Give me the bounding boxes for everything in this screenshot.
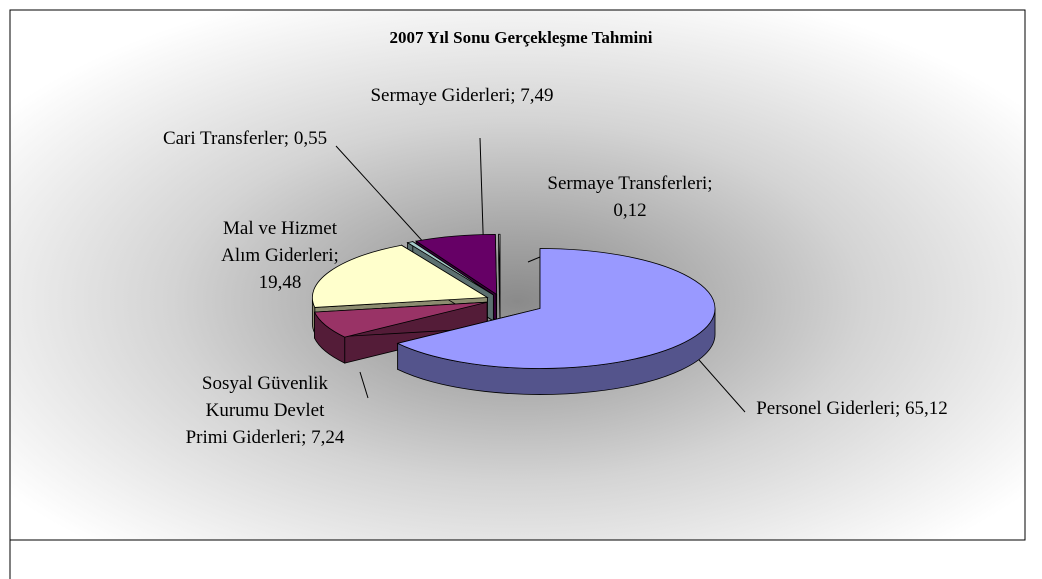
leader-line <box>359 371 369 399</box>
category-label: Personel Giderleri; <box>756 398 901 419</box>
slice <box>498 233 501 321</box>
plot-background <box>9 9 1026 541</box>
value-label: 7,24 <box>311 427 345 448</box>
slice <box>396 248 716 395</box>
slice-top <box>415 234 498 296</box>
category-label: Cari Transferler; <box>162 128 290 149</box>
slice-top <box>396 248 716 369</box>
value-label: 19,48 <box>258 272 302 293</box>
data-label: Sermaye Transferleri; 0,12 <box>545 170 715 224</box>
category-label: Mal ve Hizmet Alım Giderleri; <box>221 218 339 266</box>
data-label: Sosyal Güvenlik Kurumu Devlet Primi Gide… <box>183 370 348 451</box>
slice-top <box>313 301 488 338</box>
value-label: 7,49 <box>520 85 554 106</box>
data-label: Personel Giderleri; 65,12 <box>737 395 967 422</box>
value-label: 0,12 <box>613 200 647 221</box>
slice-top <box>406 241 494 296</box>
data-label: Sermaye Giderleri; 7,49 <box>357 82 567 109</box>
slice-top <box>498 233 501 295</box>
value-label: 65,12 <box>905 398 948 419</box>
category-label: Sosyal Güvenlik Kurumu Devlet Primi Gide… <box>185 373 329 448</box>
value-label: 0,55 <box>293 128 328 149</box>
data-label: Cari Transferler; 0,55 <box>153 125 338 152</box>
category-label: Sermaye Transferleri; <box>547 173 713 194</box>
category-label: Sermaye Giderleri; <box>370 85 516 106</box>
slice <box>313 301 488 364</box>
slice-top <box>311 244 489 308</box>
leader-line <box>691 351 746 413</box>
data-label: Mal ve Hizmet Alım Giderleri; 19,48 <box>205 215 355 296</box>
chart-title: 2007 Yıl Sonu Gerçekleşme Tahmini <box>389 28 653 47</box>
